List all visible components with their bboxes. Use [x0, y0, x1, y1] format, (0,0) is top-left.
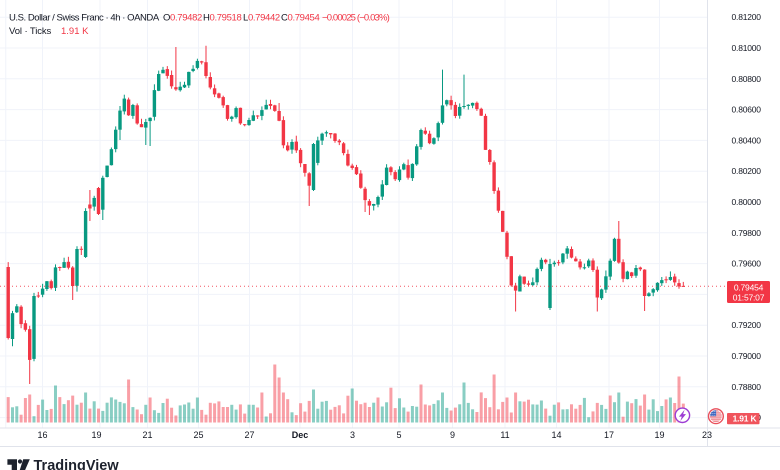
svg-text:0.80600: 0.80600 — [732, 105, 762, 115]
svg-text:1.91 K: 1.91 K — [61, 26, 89, 37]
svg-text:21: 21 — [142, 430, 152, 440]
svg-text:0.79454: 0.79454 — [734, 283, 764, 293]
svg-text:0.81000: 0.81000 — [732, 43, 762, 53]
svg-text:L0.79442: L0.79442 — [243, 12, 280, 23]
svg-text:14: 14 — [551, 430, 561, 440]
svg-text:25: 25 — [193, 430, 203, 440]
svg-text:Vol · Ticks: Vol · Ticks — [9, 26, 52, 37]
svg-text:C0.79454: C0.79454 — [281, 12, 319, 23]
svg-text:TradingView: TradingView — [34, 458, 120, 470]
svg-text:19: 19 — [654, 430, 664, 440]
svg-text:0.79600: 0.79600 — [732, 259, 762, 269]
svg-text:0.80400: 0.80400 — [732, 135, 762, 145]
svg-text:5: 5 — [396, 430, 401, 440]
svg-text:0.78800: 0.78800 — [732, 382, 762, 392]
svg-text:1.91 K: 1.91 K — [733, 413, 758, 423]
svg-text:17: 17 — [604, 430, 614, 440]
svg-text:11: 11 — [500, 430, 509, 440]
svg-text:0.80200: 0.80200 — [732, 166, 762, 176]
svg-text:0.79200: 0.79200 — [732, 320, 762, 330]
svg-text:9: 9 — [450, 430, 455, 440]
svg-text:U.S. Dollar / Swiss Franc · 4h: U.S. Dollar / Swiss Franc · 4h · OANDA — [9, 12, 160, 23]
svg-text:0.79800: 0.79800 — [732, 228, 762, 238]
svg-text:−0.00025 (−0.03%): −0.00025 (−0.03%) — [322, 12, 390, 23]
svg-text:0.80800: 0.80800 — [732, 74, 762, 84]
svg-text:0.81200: 0.81200 — [732, 12, 762, 22]
svg-text:01:57:07: 01:57:07 — [733, 293, 765, 303]
svg-text:0.80000: 0.80000 — [732, 197, 762, 207]
svg-text:23: 23 — [702, 430, 712, 440]
svg-text:3: 3 — [350, 430, 355, 440]
svg-text:16: 16 — [37, 430, 47, 440]
svg-text:Dec: Dec — [292, 430, 309, 440]
svg-text:19: 19 — [91, 430, 101, 440]
svg-text:0.79000: 0.79000 — [732, 351, 762, 361]
svg-text:27: 27 — [244, 430, 254, 440]
svg-text:O0.79482: O0.79482 — [163, 12, 202, 23]
svg-text:H0.79518: H0.79518 — [203, 12, 241, 23]
